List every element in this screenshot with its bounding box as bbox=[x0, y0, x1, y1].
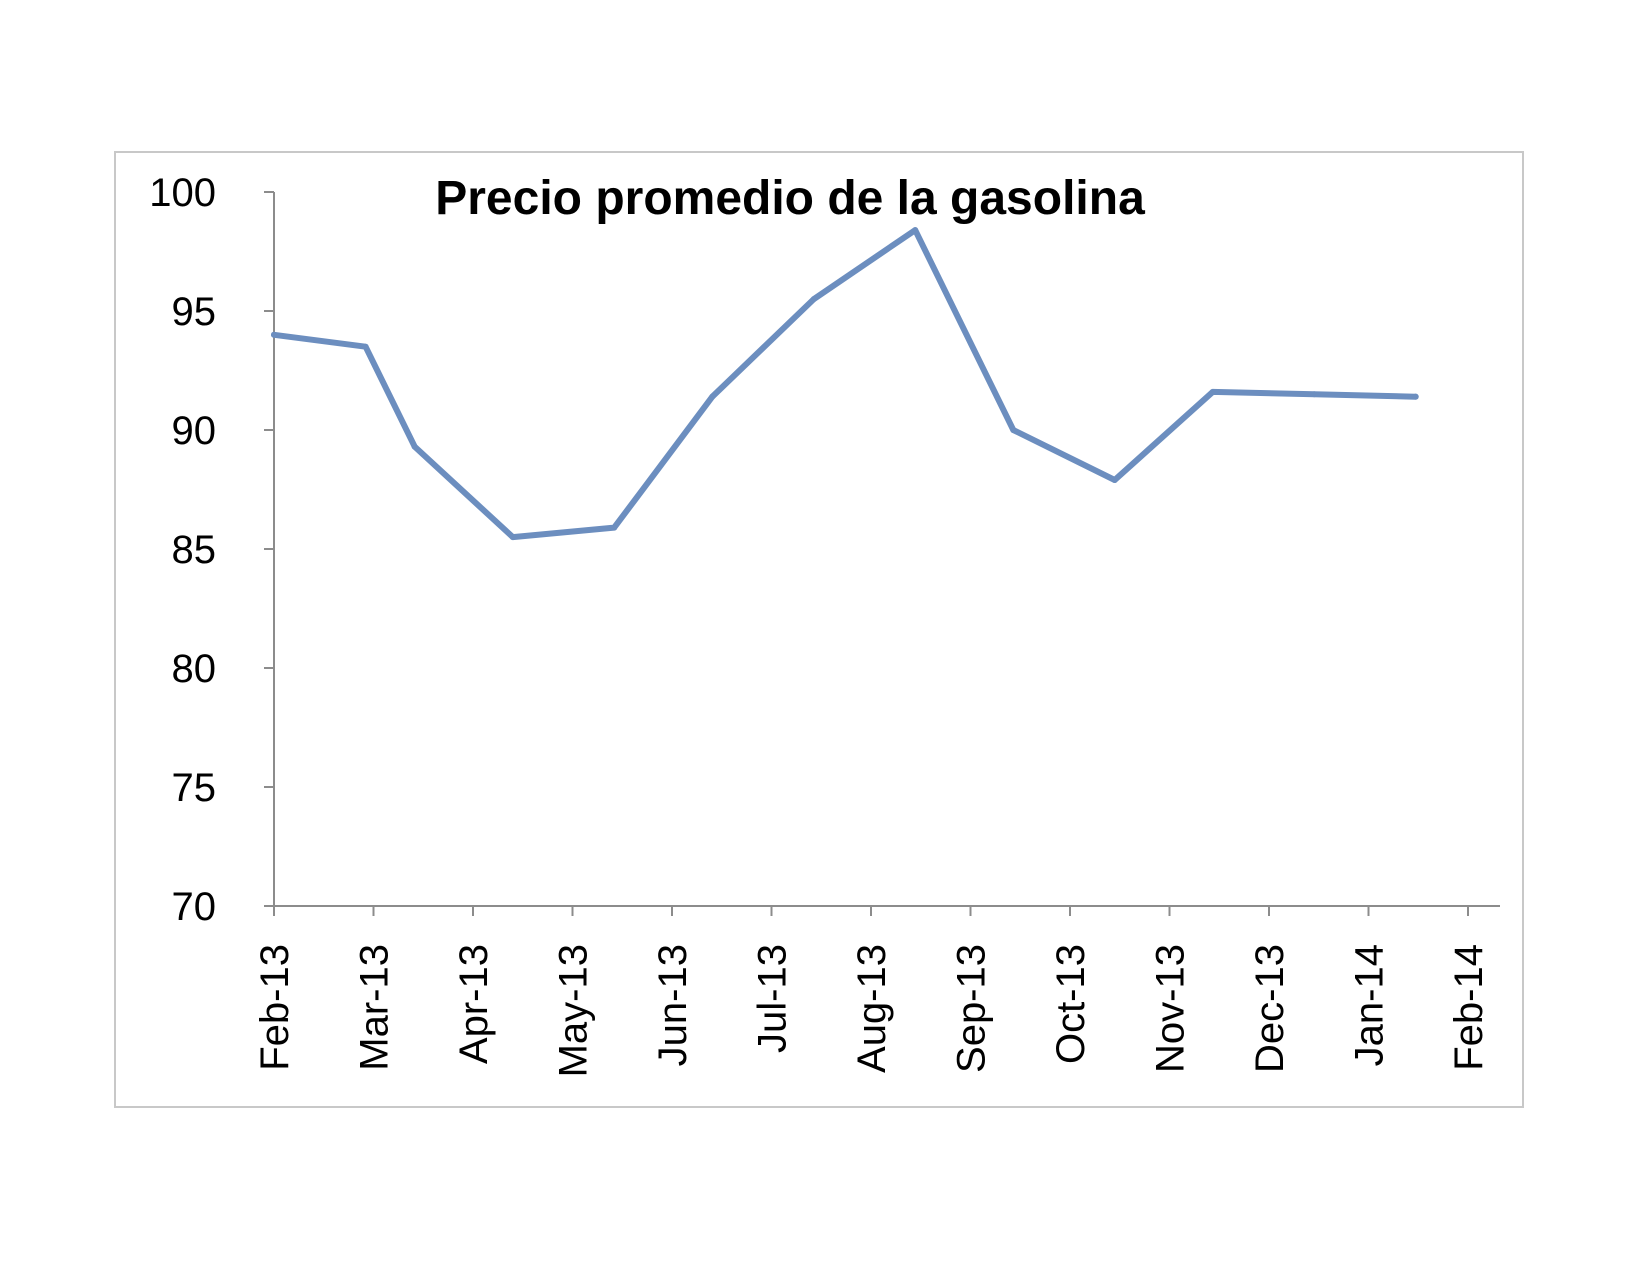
series-layer bbox=[271, 227, 1419, 541]
y-axis-ticks: 70 75 80 85 90 95 100 bbox=[149, 171, 274, 929]
x-tick-label: Jul-13 bbox=[751, 944, 795, 1053]
data-point bbox=[611, 524, 618, 531]
x-tick-label: Feb-13 bbox=[253, 944, 297, 1071]
axes bbox=[273, 192, 1500, 907]
data-point bbox=[362, 343, 369, 350]
data-point bbox=[411, 443, 418, 450]
y-tick-label: 90 bbox=[172, 409, 217, 453]
data-point bbox=[271, 331, 277, 338]
y-tick-label: 100 bbox=[149, 171, 216, 215]
x-axis-ticks: Feb-13 Mar-13 Apr-13 May-13 Jun-13 Jul-13 Aug-… bbox=[253, 906, 1491, 1077]
x-tick-label: Mar-13 bbox=[353, 944, 397, 1071]
data-point bbox=[912, 227, 919, 234]
series-line bbox=[271, 227, 1419, 541]
data-point bbox=[810, 296, 817, 303]
x-tick-label: Jan-14 bbox=[1348, 944, 1392, 1066]
chart-title: Precio promedio de la gasolina bbox=[435, 172, 1145, 225]
y-tick-label: 95 bbox=[172, 290, 217, 334]
y-tick-label: 75 bbox=[172, 766, 217, 810]
x-tick-label: Jun-13 bbox=[651, 944, 695, 1066]
x-tick-label: Nov-13 bbox=[1149, 944, 1193, 1073]
x-tick-label: Oct-13 bbox=[1049, 944, 1093, 1064]
x-tick-label: Dec-13 bbox=[1248, 944, 1292, 1073]
chart-frame bbox=[114, 151, 1524, 1108]
data-point bbox=[1209, 388, 1216, 395]
y-tick-label: 85 bbox=[172, 528, 217, 572]
data-point bbox=[1412, 393, 1419, 400]
data-point bbox=[709, 393, 716, 400]
data-point bbox=[1311, 391, 1318, 398]
x-tick-label: Apr-13 bbox=[452, 944, 496, 1064]
data-point bbox=[509, 534, 516, 541]
x-tick-label: Aug-13 bbox=[850, 944, 894, 1073]
data-point bbox=[1010, 427, 1017, 433]
y-tick-label: 80 bbox=[172, 647, 217, 691]
x-tick-label: Feb-14 bbox=[1447, 944, 1491, 1071]
x-tick-label: Sep-13 bbox=[950, 944, 994, 1073]
data-point bbox=[1111, 476, 1118, 483]
y-tick-label: 70 bbox=[172, 885, 217, 929]
x-tick-label: May-13 bbox=[552, 944, 596, 1077]
